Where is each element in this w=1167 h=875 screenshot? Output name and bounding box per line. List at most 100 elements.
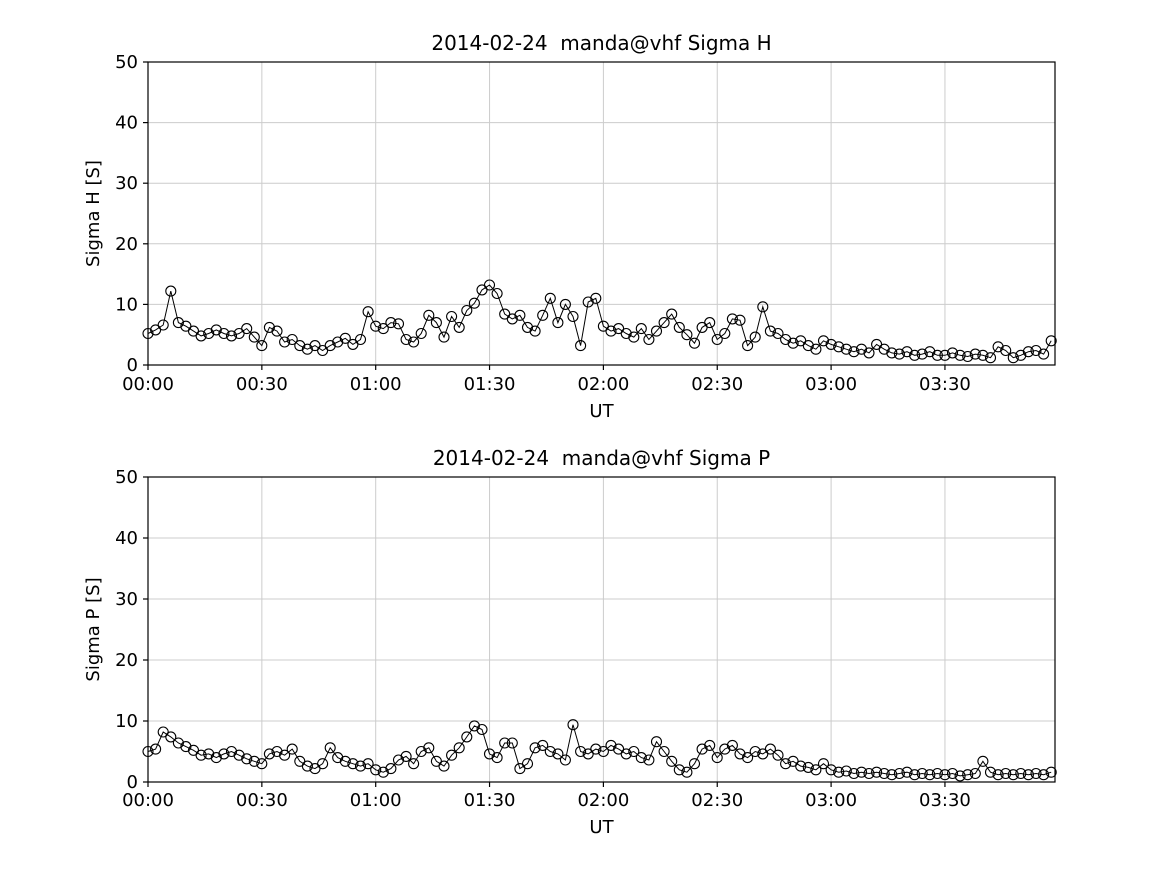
data-marker <box>438 760 450 772</box>
data-marker <box>878 767 890 780</box>
data-marker <box>172 737 184 749</box>
x-tick-label: 03:00 <box>805 790 857 811</box>
x-tick-label: 03:00 <box>805 374 857 395</box>
data-marker <box>590 743 602 755</box>
data-marker <box>157 319 169 331</box>
data-marker <box>726 313 738 325</box>
data-marker <box>301 343 313 355</box>
chart-title: 2014-02-24 manda@vhf Sigma P <box>433 446 770 470</box>
data-marker <box>1030 767 1042 780</box>
data-marker <box>392 754 405 766</box>
data-marker <box>317 758 329 770</box>
data-marker <box>939 769 951 781</box>
data-marker <box>339 755 351 767</box>
data-marker <box>863 767 875 780</box>
data-marker <box>248 331 260 343</box>
x-tick-label: 03:30 <box>919 790 971 811</box>
data-marker <box>848 767 860 780</box>
data-marker <box>992 769 1004 781</box>
x-axis-label: UT <box>589 401 614 422</box>
plot-area <box>148 477 1055 782</box>
data-marker <box>658 317 670 329</box>
data-marker <box>749 331 761 343</box>
data-marker <box>446 749 458 761</box>
data-marker <box>537 739 549 751</box>
data-marker <box>1038 348 1050 360</box>
x-tick-label: 00:00 <box>122 790 174 811</box>
data-marker <box>392 318 405 330</box>
data-marker <box>909 349 921 361</box>
y-tick-label: 30 <box>115 589 138 610</box>
x-tick-label: 00:30 <box>236 790 288 811</box>
y-tick-label: 10 <box>115 294 138 315</box>
data-marker <box>271 325 283 337</box>
data-marker <box>840 765 852 777</box>
x-axis-label: UT <box>589 817 614 838</box>
data-marker <box>544 292 556 304</box>
data-marker <box>544 745 556 758</box>
data-marker <box>529 742 541 754</box>
data-marker <box>279 336 291 348</box>
data-marker <box>939 349 951 361</box>
y-tick-label: 20 <box>115 650 138 671</box>
data-marker <box>575 745 587 758</box>
data-marker <box>423 742 435 754</box>
data-marker <box>165 731 177 743</box>
data-marker <box>286 743 298 755</box>
plot-border <box>147 61 1056 366</box>
data-marker <box>688 758 701 770</box>
data-marker <box>370 320 382 332</box>
data-marker <box>658 745 670 758</box>
data-marker <box>924 769 936 781</box>
data-marker <box>165 285 177 297</box>
data-line <box>147 724 1052 777</box>
data-marker <box>764 325 776 337</box>
data-marker <box>597 745 609 758</box>
data-marker <box>324 340 336 352</box>
data-marker <box>886 347 898 359</box>
x-tick-label: 02:30 <box>691 790 743 811</box>
data-marker <box>263 748 275 760</box>
data-marker <box>840 343 852 355</box>
data-marker <box>954 770 966 782</box>
data-marker <box>817 758 830 770</box>
data-marker <box>339 332 351 344</box>
data-marker <box>559 754 571 766</box>
y-tick-label: 0 <box>127 355 138 376</box>
data-marker <box>704 739 716 751</box>
data-marker <box>863 347 875 359</box>
data-marker <box>347 758 359 770</box>
data-marker <box>461 304 473 317</box>
data-marker <box>1038 769 1050 781</box>
data-marker <box>628 745 640 758</box>
data-marker <box>977 755 989 767</box>
data-marker <box>628 331 640 343</box>
data-marker <box>795 760 807 772</box>
data-marker <box>491 287 503 300</box>
data-marker <box>506 313 518 325</box>
data-marker <box>514 309 526 321</box>
data-marker <box>704 317 716 329</box>
data-marker <box>241 323 253 335</box>
data-marker <box>294 340 306 352</box>
data-marker <box>673 321 685 333</box>
data-marker <box>301 760 313 772</box>
data-marker <box>780 758 792 770</box>
data-marker <box>833 341 845 353</box>
data-marker <box>1022 769 1034 781</box>
data-marker <box>787 337 799 349</box>
data-marker <box>218 748 230 760</box>
plot-area <box>148 62 1055 365</box>
data-marker <box>635 752 647 764</box>
data-marker <box>241 753 253 765</box>
data-marker <box>430 317 442 329</box>
y-tick-label: 40 <box>115 528 138 549</box>
data-marker <box>552 317 564 329</box>
data-marker <box>400 333 412 346</box>
data-marker <box>1000 344 1012 357</box>
data-marker <box>802 340 814 352</box>
data-marker <box>650 325 663 337</box>
data-marker <box>757 301 769 313</box>
data-marker <box>537 309 549 321</box>
